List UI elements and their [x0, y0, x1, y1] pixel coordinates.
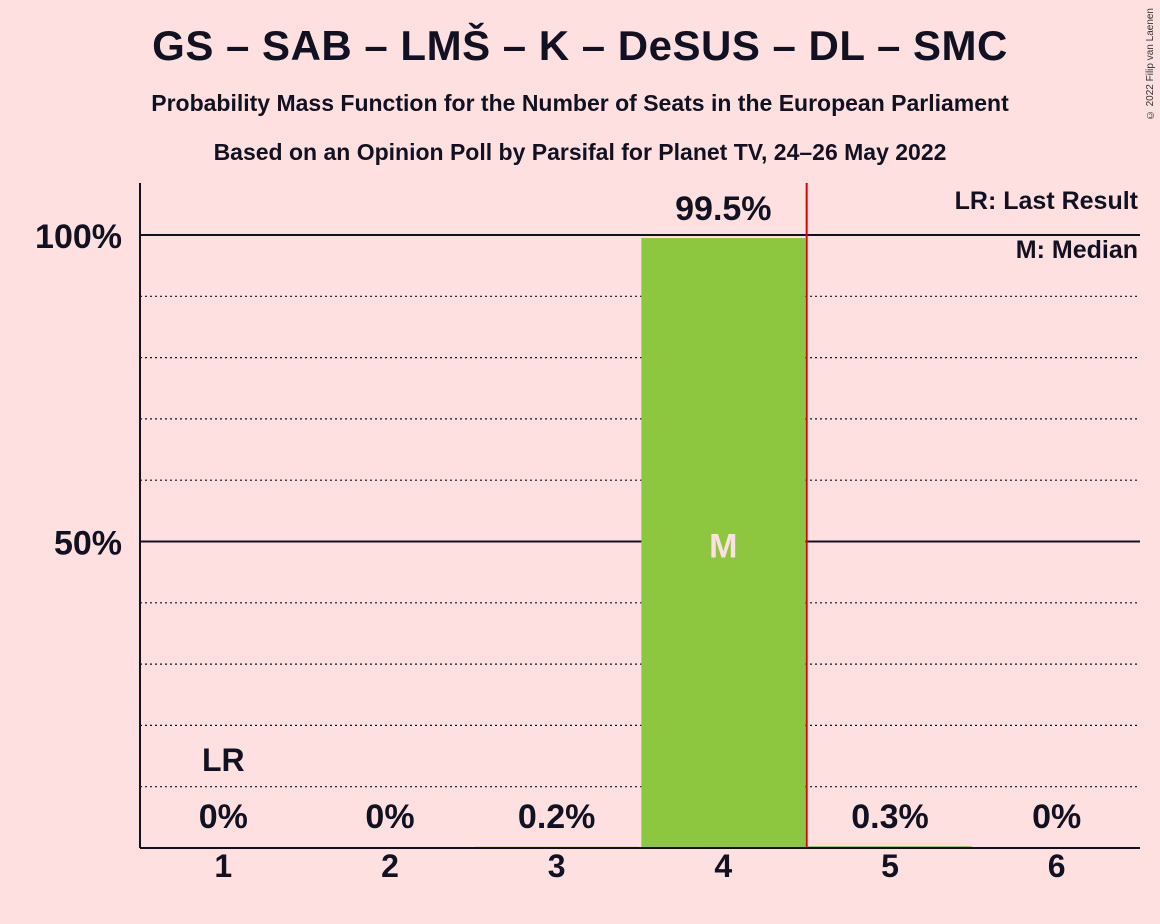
x-tick-label-5: 5 [881, 848, 899, 884]
value-label-2: 0% [365, 798, 414, 836]
value-label-1: 0% [199, 798, 248, 836]
value-label-5: 0.3% [851, 798, 929, 836]
x-tick-label-6: 6 [1048, 848, 1066, 884]
value-label-4: 99.5% [675, 190, 771, 228]
legend-median: M: Median [1016, 236, 1138, 264]
chart-title: GS – SAB – LMŠ – K – DeSUS – DL – SMC [152, 22, 1008, 69]
chart-subtitle: Probability Mass Function for the Number… [151, 90, 1009, 116]
y-tick-label-100: 100% [35, 218, 122, 256]
x-tick-label-4: 4 [714, 848, 732, 884]
value-label-6: 0% [1032, 798, 1081, 836]
legend-last-result: LR: Last Result [955, 187, 1139, 215]
x-tick-label-1: 1 [214, 848, 232, 884]
value-label-3: 0.2% [518, 798, 596, 836]
y-tick-label-50: 50% [54, 525, 122, 563]
chart-subtitle-source: Based on an Opinion Poll by Parsifal for… [213, 139, 947, 165]
median-marker: M [709, 528, 737, 566]
axes [139, 183, 1140, 849]
x-tick-label-3: 3 [548, 848, 566, 884]
x-tick-label-2: 2 [381, 848, 399, 884]
gridlines [140, 234, 1140, 788]
last-result-marker: LR [202, 742, 245, 778]
bar-seats-4 [641, 238, 806, 848]
bars [474, 238, 972, 848]
